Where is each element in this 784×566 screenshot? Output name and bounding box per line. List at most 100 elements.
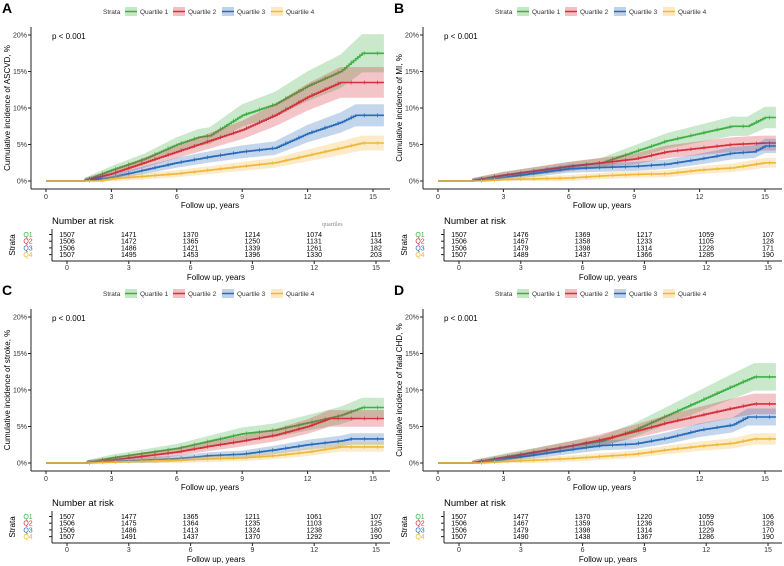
risk-count: 1507 — [451, 534, 467, 541]
x-tick-label: 6 — [175, 476, 179, 483]
quartiles-annotation: quartiles — [322, 222, 343, 228]
risk-count: 1105 — [699, 239, 714, 246]
legend-label: Quartile 3 — [237, 9, 266, 16]
legend-label: Quartile 1 — [140, 291, 169, 298]
risk-count: 115 — [370, 232, 381, 239]
p-value: p < 0.001 — [52, 32, 86, 41]
curve-quartile-3 — [438, 416, 776, 464]
panel-c: C Strata Quartile 1 Quartile 2 Quartile 3 Qua… — [0, 282, 392, 565]
x-tick-label: 12 — [696, 476, 704, 483]
legend-title: Strata — [103, 9, 121, 16]
x-tick-label: 3 — [501, 194, 505, 201]
legend-label: Quartile 4 — [286, 291, 315, 298]
risk-row-label: Q3 — [23, 245, 32, 252]
risk-count: 1236 — [637, 521, 653, 528]
ci-band-2 — [46, 67, 384, 181]
risk-table-ylabel: Strata — [8, 234, 17, 256]
risk-x-tick-label: 3 — [519, 547, 523, 554]
y-tick-label: 20% — [405, 315, 419, 322]
risk-count: 1220 — [637, 514, 653, 521]
risk-count: 1261 — [306, 245, 322, 252]
legend-title: Strata — [495, 291, 513, 298]
risk-count: 1339 — [245, 245, 261, 252]
y-axis-title: Cumulative incidence of fatal CHD, % — [395, 323, 404, 456]
risk-x-tick-label: 3 — [519, 265, 523, 272]
km-chart: D Strata Quartile 1 Quartile 2 Quartile 3 Qua… — [394, 282, 782, 564]
risk-count: 1476 — [513, 232, 529, 239]
risk-count: 125 — [370, 521, 382, 528]
risk-count: 1228 — [698, 245, 714, 252]
risk-count: 170 — [762, 527, 774, 534]
x-tick-label: 3 — [501, 476, 505, 483]
risk-count: 1398 — [575, 527, 591, 534]
x-tick-label: 9 — [240, 194, 244, 201]
risk-x-tick-label: 12 — [310, 265, 318, 272]
risk-x-tick-label: 6 — [189, 547, 193, 554]
legend-label: Quartile 2 — [188, 291, 217, 298]
legend-label: Quartile 1 — [140, 9, 169, 16]
risk-count: 1507 — [451, 514, 467, 521]
curve-quartile-2 — [46, 417, 384, 464]
risk-count: 1486 — [121, 527, 137, 534]
risk-count: 1507 — [59, 252, 75, 259]
legend-label: Quartile 4 — [678, 9, 707, 16]
risk-count: 1211 — [245, 514, 260, 521]
ci-band-3 — [46, 433, 384, 463]
x-tick-label: 12 — [304, 476, 312, 483]
risk-count: 1074 — [306, 232, 322, 239]
risk-table-title: Number at risk — [52, 498, 114, 509]
y-tick-label: 0% — [409, 179, 419, 186]
risk-x-tick-label: 15 — [764, 265, 772, 272]
risk-table-ylabel: Strata — [400, 234, 409, 256]
y-axis-title: Cumulative incidence of MI, % — [395, 54, 404, 162]
y-tick-label: 20% — [405, 33, 419, 40]
risk-count: 1491 — [121, 534, 137, 541]
risk-count: 1486 — [121, 245, 137, 252]
x-axis-title: Follow up, years — [573, 201, 631, 210]
y-tick-label: 15% — [405, 351, 419, 358]
risk-count: 1365 — [183, 514, 199, 521]
legend-label: Quartile 2 — [580, 291, 609, 298]
risk-count: 203 — [370, 252, 382, 259]
curve-quartile-4 — [438, 438, 776, 464]
panel-a: A Strata Quartile 1 Quartile 2 Quartile 3 Qua… — [0, 0, 392, 283]
x-tick-label: 15 — [369, 476, 377, 483]
risk-row-label: Q3 — [415, 245, 424, 252]
risk-count: 1250 — [245, 239, 261, 246]
risk-x-tick-label: 0 — [457, 265, 461, 272]
p-value: p < 0.001 — [444, 32, 478, 41]
risk-count: 1314 — [637, 245, 653, 252]
risk-count: 190 — [762, 252, 774, 259]
curve-quartile-2 — [438, 403, 776, 464]
risk-count: 1059 — [698, 514, 714, 521]
risk-count: 1238 — [306, 527, 322, 534]
legend-label: Quartile 4 — [286, 9, 315, 16]
risk-count: 128 — [762, 239, 774, 246]
risk-count: 1314 — [637, 527, 653, 534]
y-axis-title: Cumulative incidence of ASCVD, % — [3, 45, 12, 171]
risk-count: 1105 — [699, 521, 714, 528]
risk-count: 1324 — [245, 527, 261, 534]
risk-count: 1507 — [451, 252, 467, 259]
risk-count: 1506 — [59, 521, 75, 528]
x-tick-label: 0 — [436, 194, 440, 201]
risk-count: 1495 — [121, 252, 137, 259]
x-tick-label: 0 — [44, 194, 48, 201]
risk-x-tick-label: 9 — [642, 265, 646, 272]
risk-count: 1421 — [183, 245, 199, 252]
risk-count: 1506 — [451, 239, 467, 246]
risk-x-tick-label: 12 — [702, 547, 710, 554]
risk-count: 1506 — [451, 527, 467, 534]
risk-count: 1437 — [183, 534, 199, 541]
risk-count: 1061 — [306, 514, 322, 521]
risk-x-tick-label: 0 — [457, 547, 461, 554]
ci-band-3 — [46, 104, 384, 181]
risk-count: 1292 — [306, 534, 322, 541]
risk-count: 1467 — [513, 521, 529, 528]
risk-count: 134 — [370, 239, 382, 246]
risk-row-label: Q1 — [415, 232, 424, 239]
x-tick-label: 6 — [175, 194, 179, 201]
x-tick-label: 6 — [567, 194, 571, 201]
ci-band-4 — [438, 433, 776, 463]
risk-count: 1059 — [698, 232, 714, 239]
